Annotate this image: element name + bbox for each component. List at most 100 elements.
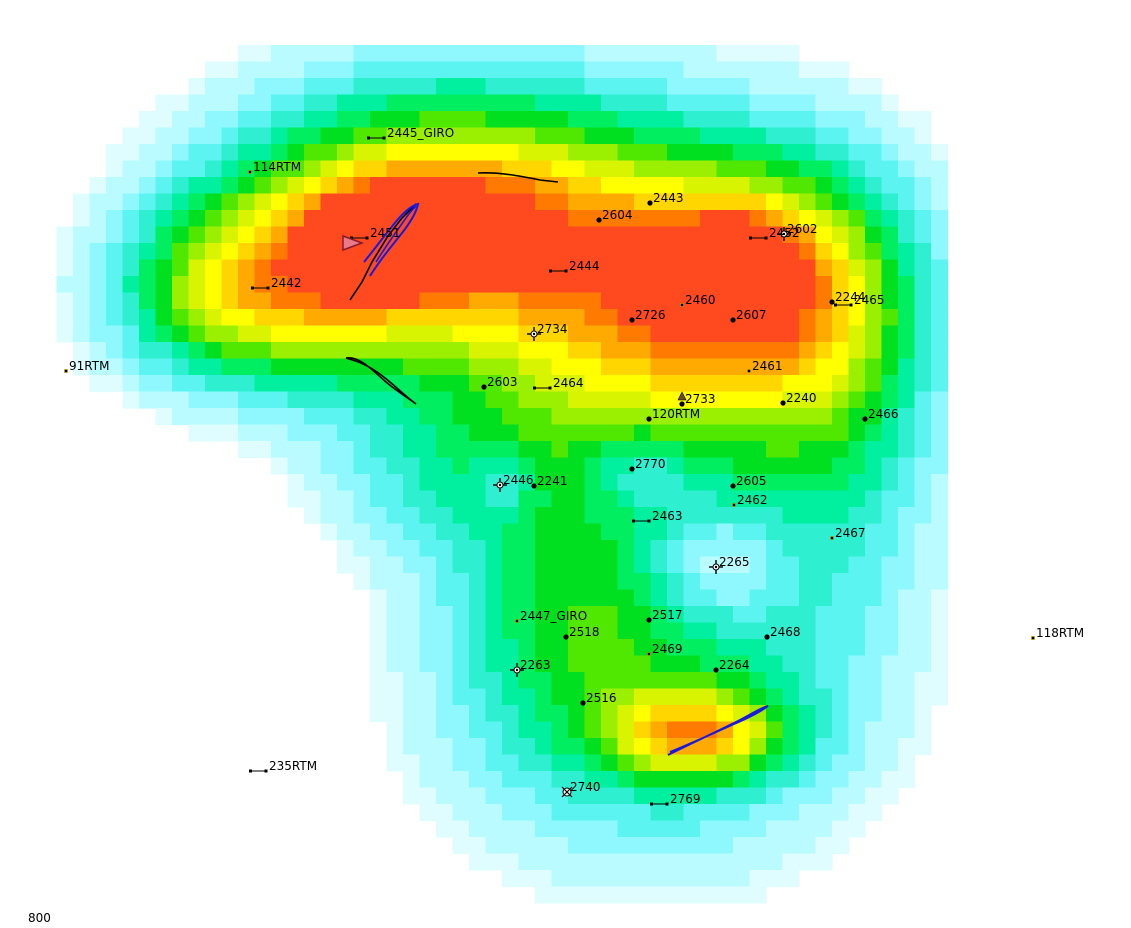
well-2740[interactable]: 2740 [561,780,601,798]
well-2468[interactable]: 2468 [764,625,801,640]
heatmap-cell [436,655,454,673]
heatmap-cell [386,127,404,145]
heatmap-cell [551,672,569,690]
heatmap-cell [56,325,74,343]
well-2517[interactable]: 2517 [646,608,683,623]
heatmap-cell [469,226,487,244]
well-2607[interactable]: 2607 [730,308,767,323]
heatmap-cell [832,754,850,772]
well-2466[interactable]: 2466 [862,407,899,422]
heatmap-cell [683,325,701,343]
heatmap-cell [865,457,883,475]
heatmap-cell [914,573,932,591]
heatmap-cell [716,94,734,112]
well-2462[interactable]: 2462 [732,493,768,507]
heatmap-cell [848,309,866,327]
well-2447_giro[interactable]: 2447_GIRO [515,609,588,623]
well-2734[interactable]: 2734 [527,322,568,341]
well-2604[interactable]: 2604 [596,208,633,223]
well-2769[interactable]: 2769 [650,792,701,806]
heatmap-cell [733,94,751,112]
well-2460[interactable]: 2460 [680,293,716,307]
well-2464[interactable]: 2464 [533,376,584,390]
well-2444[interactable]: 2444 [549,259,600,273]
heatmap-cell [898,160,916,178]
heatmap-cell [815,754,833,772]
heatmap-cell [601,589,619,607]
well-bar-end-icon [650,802,653,806]
well-label: 2605 [736,474,767,488]
well-2461[interactable]: 2461 [747,359,783,373]
well-2263[interactable]: 2263 [510,658,551,677]
well-2726[interactable]: 2726 [629,308,666,323]
well-2733[interactable]: 2733 [677,391,716,407]
well-118rtm[interactable]: 118RTM [1031,626,1085,640]
heatmap-cell [650,45,668,63]
heatmap-cell [386,639,404,657]
heatmap-cell [436,45,454,63]
well-2516[interactable]: 2516 [580,691,617,706]
heatmap-cell [386,342,404,360]
well-2244[interactable]: 2244 [829,290,866,305]
well-2265[interactable]: 2265 [709,555,750,574]
heatmap-cell [832,705,850,723]
well-2463[interactable]: 2463 [632,509,683,523]
heatmap-cell [799,639,817,657]
heatmap-cell [931,639,949,657]
gas-well-icon [532,332,536,336]
heatmap-cell [634,325,652,343]
heatmap-cell [337,177,355,195]
heatmap-cell [535,573,553,591]
heatmap-cell [89,259,107,277]
heatmap-cell [205,408,223,426]
heatmap-cell [370,177,388,195]
well-2467[interactable]: 2467 [830,526,866,540]
heatmap-cell [551,870,569,888]
heatmap-cell [205,342,223,360]
well-2241[interactable]: 2241 [531,474,568,489]
well-2446[interactable]: 2446 [493,473,534,492]
well-2445_giro[interactable]: 2445_GIRO [367,126,454,140]
heatmap-cell [766,144,784,162]
heatmap-cell [782,94,800,112]
well-markers[interactable]: 2445_GIRO114RTM2451244224442604244326022… [64,126,1085,806]
heatmap-cell [749,787,767,805]
well-2518[interactable]: 2518 [563,625,600,640]
well-2452[interactable]: 2452 [749,226,800,240]
heatmap-cell [436,507,454,525]
heatmap-cell [634,276,652,294]
heatmap-cell [749,94,767,112]
heatmap-cell [749,309,767,327]
heatmap-cell [568,160,586,178]
well-2469[interactable]: 2469 [647,642,683,656]
well-235rtm[interactable]: 235RTM [249,759,317,773]
heatmap-cell [700,210,718,228]
heatmap-cell [898,375,916,393]
heatmap-cell [568,94,586,112]
well-2465[interactable]: 2465 [834,293,885,307]
heatmap-cell [914,160,932,178]
heatmap-cell [601,490,619,508]
heatmap-cell [518,309,536,327]
heatmap-cell [749,721,767,739]
well-2603[interactable]: 2603 [481,375,518,390]
well-2602[interactable]: 2602 [777,222,818,241]
well-120rtm[interactable]: 120RTM [646,407,700,422]
well-2770[interactable]: 2770 [629,457,666,472]
well-2443[interactable]: 2443 [647,191,684,206]
heatmap-cell [700,45,718,63]
heatmap-cell [337,78,355,96]
heatmap-cell [485,837,503,855]
well-2264[interactable]: 2264 [713,658,750,673]
well-2240[interactable]: 2240 [780,391,817,406]
well-2605[interactable]: 2605 [730,474,767,489]
heatmap-cell [716,573,734,591]
well-91rtm[interactable]: 91RTM [64,359,110,373]
well-2451[interactable]: 2451 [350,226,401,240]
heatmap-cell [452,672,470,690]
well-label: 2740 [570,780,601,794]
well-114rtm[interactable]: 114RTM [248,160,302,174]
heatmap-cell [386,622,404,640]
well-2442[interactable]: 2442 [251,276,302,290]
